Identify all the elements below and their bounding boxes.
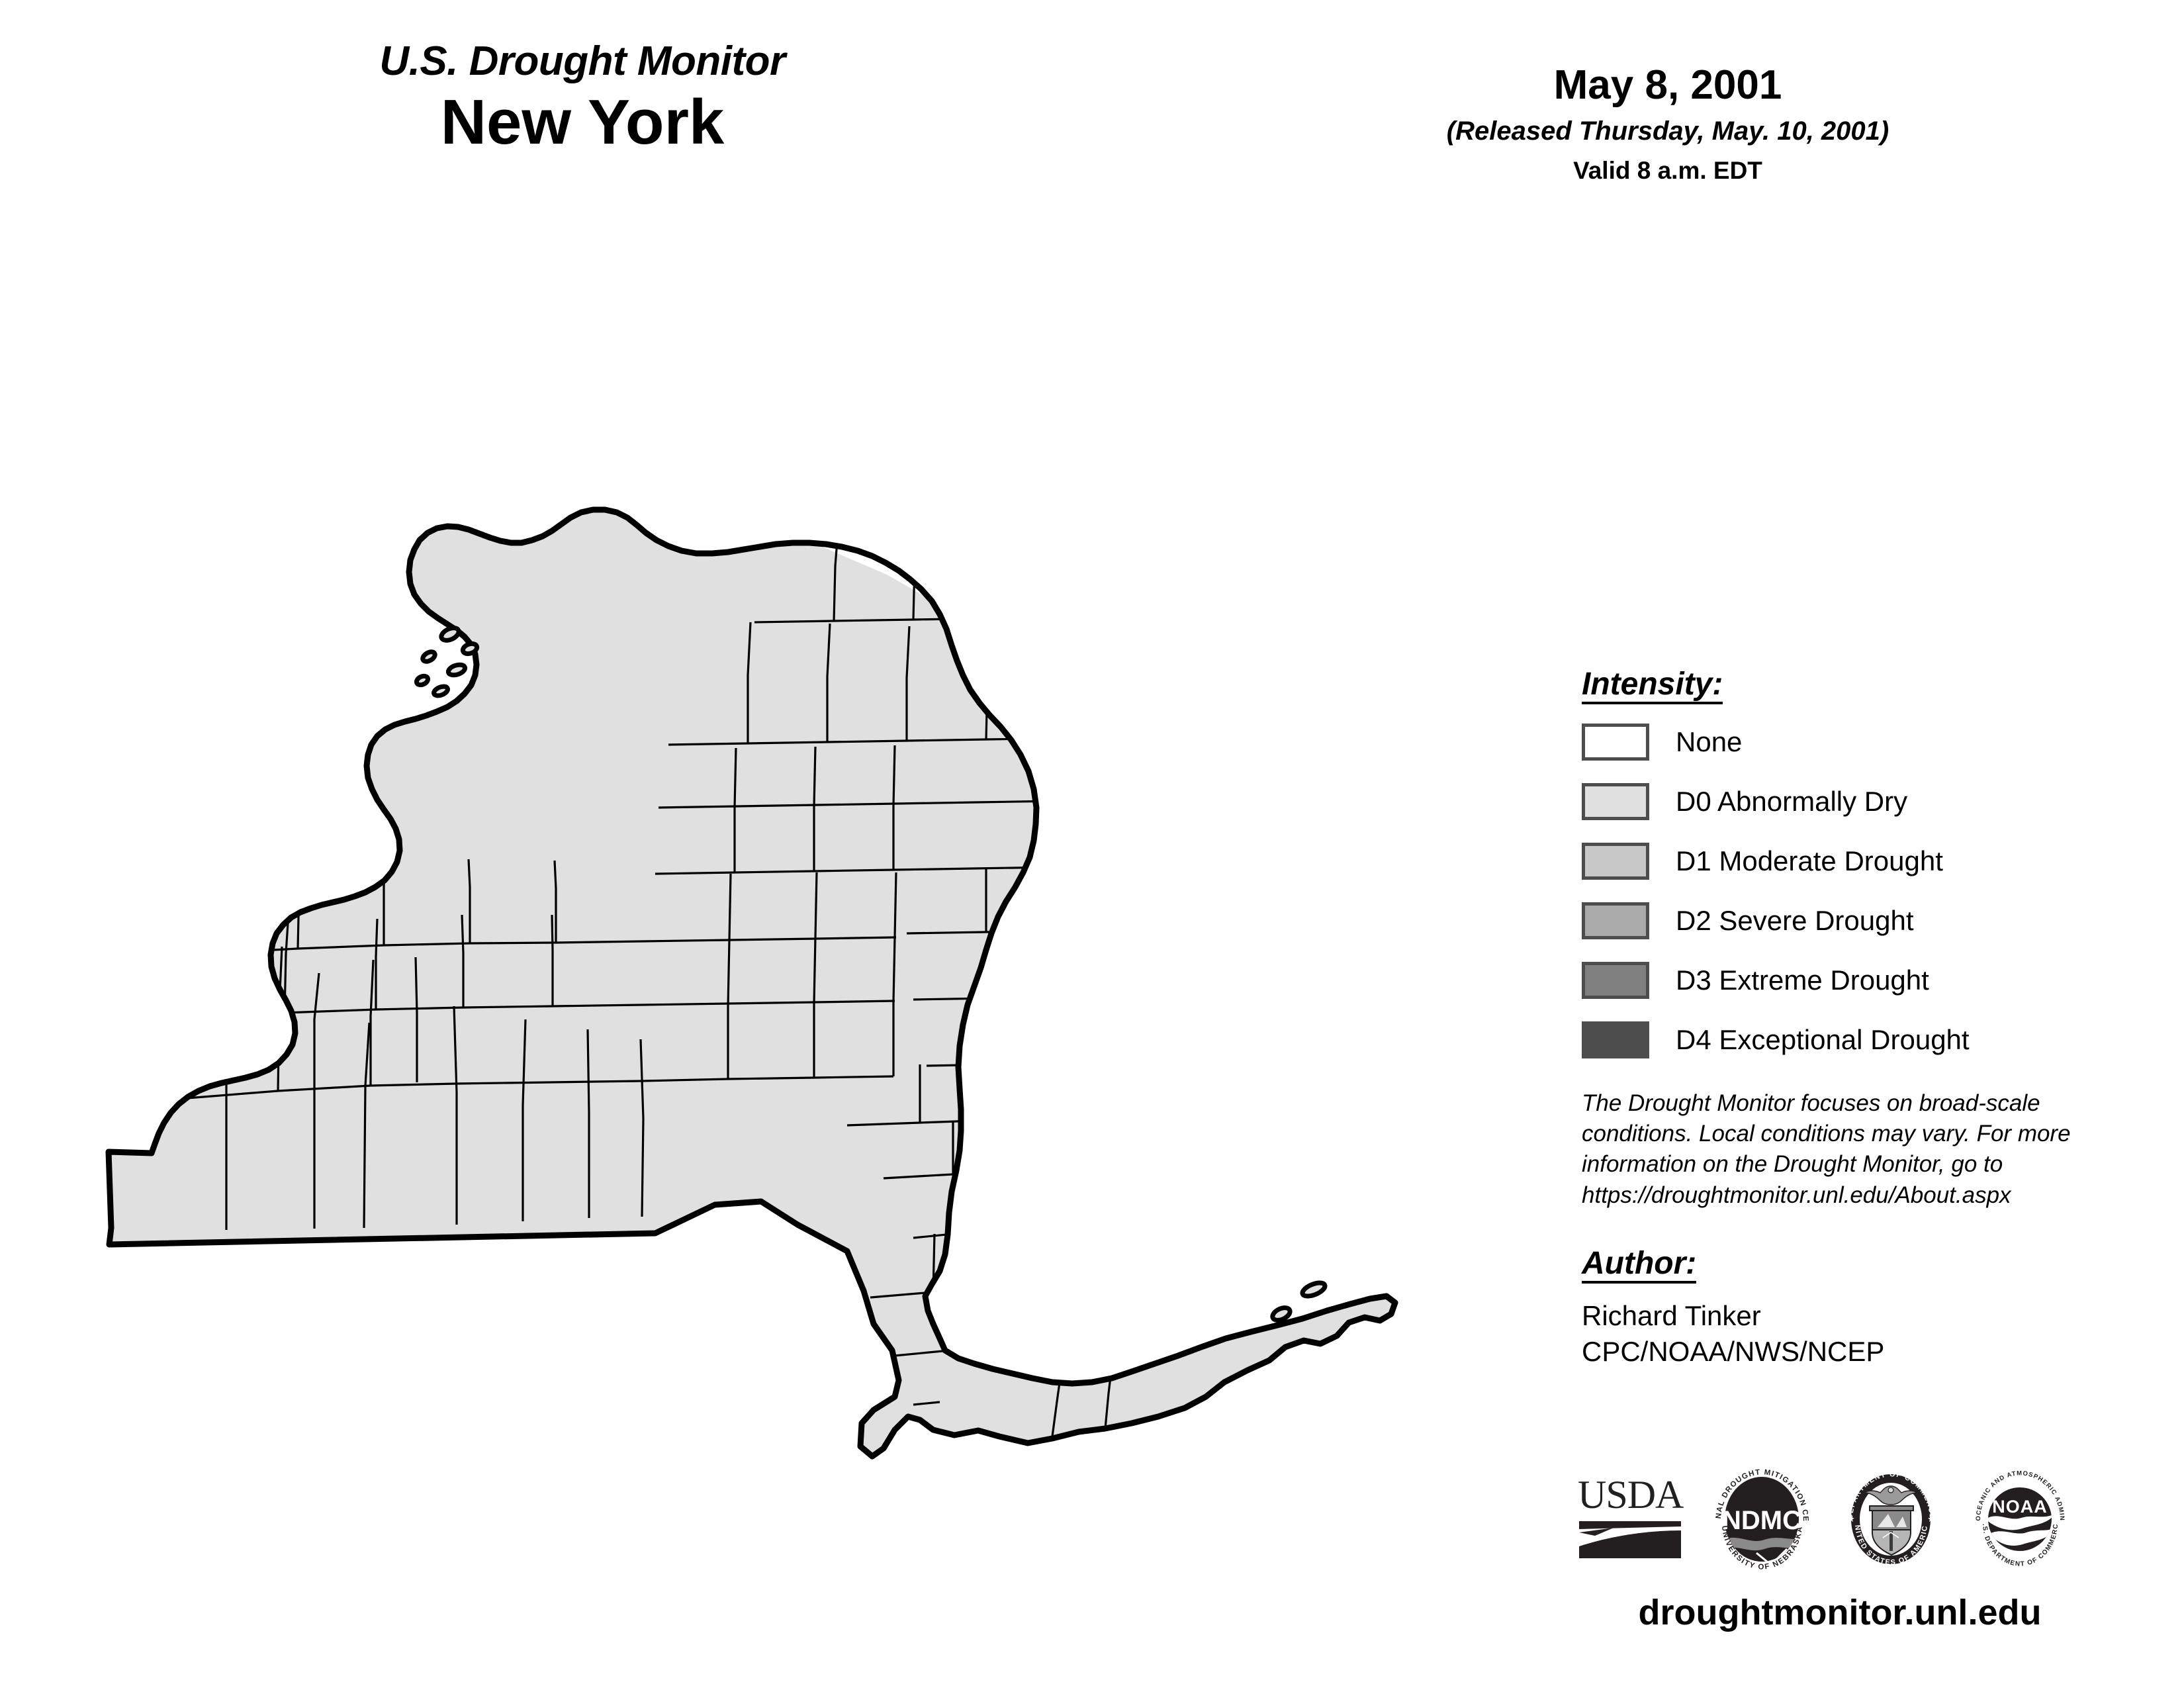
ndmc-logo[interactable]: NDMC NATIONAL DROUGHT MITIGATION CENTER …	[1704, 1457, 1817, 1579]
svg-text:★: ★	[1847, 1514, 1855, 1524]
legend-swatch-d4	[1582, 1021, 1649, 1058]
usda-logo[interactable]: USDA	[1575, 1470, 1688, 1572]
noaa-logo[interactable]: NOAA NATIONAL OCEANIC AND ATMOSPHERIC AD…	[1963, 1458, 2075, 1578]
ndmc-logo-svg: NDMC NATIONAL DROUGHT MITIGATION CENTER …	[1704, 1457, 1809, 1571]
header-date-block: May 8, 2001 (Released Thursday, May. 10,…	[1403, 62, 1933, 186]
legend-label-d3: D3 Extreme Drought	[1676, 964, 1929, 996]
doc-seal-svg: DEPARTMENT OF COMMERCE UNITED STATES OF …	[1833, 1458, 1935, 1567]
released-date: (Released Thursday, May. 10, 2001)	[1446, 117, 1889, 146]
legend-swatch-d2	[1582, 902, 1649, 939]
legend-label-none: None	[1676, 726, 1743, 757]
legend-label-d0: D0 Abnormally Dry	[1676, 786, 1908, 817]
legend-label-d1: D1 Moderate Drought	[1676, 845, 1943, 876]
legend-item-d0[interactable]: D0 Abnormally Dry	[1582, 781, 2164, 822]
legend-panel: Intensity: None D0 Abnormally Dry D1 Mod…	[1582, 669, 2164, 1369]
legend-item-none[interactable]: None	[1582, 722, 2164, 763]
map-islands	[414, 626, 1328, 1323]
state-outline	[105, 506, 1398, 1460]
legend-label-d2: D2 Severe Drought	[1676, 905, 1914, 936]
usda-logo-svg: USDA	[1578, 1473, 1684, 1558]
new-york-drought-map[interactable]	[60, 424, 1502, 1509]
partner-logo-strip: USDA NDMC NATIONAL DROUGHT MITIGATION CE…	[1575, 1456, 2105, 1585]
legend-swatch-d0	[1582, 783, 1649, 820]
disclaimer-text: The Drought Monitor focuses on broad-sca…	[1582, 1090, 2071, 1208]
footer-url[interactable]: droughtmonitor.unl.edu	[1638, 1593, 2042, 1632]
legend-item-d1[interactable]: D1 Moderate Drought	[1582, 841, 2164, 882]
legend-swatch-d1	[1582, 843, 1649, 880]
valid-date: May 8, 2001	[1553, 62, 1782, 108]
legend-label-d4: D4 Exceptional Drought	[1676, 1024, 1970, 1055]
map-svg	[105, 506, 1398, 1460]
legend-item-d3[interactable]: D3 Extreme Drought	[1582, 960, 2164, 1001]
doc-seal-logo[interactable]: DEPARTMENT OF COMMERCE UNITED STATES OF …	[1833, 1458, 1946, 1578]
legend-heading: Intensity:	[1582, 669, 1723, 704]
author-heading: Author:	[1582, 1247, 1697, 1284]
legend-swatch-d3	[1582, 962, 1649, 999]
region-title: New York	[440, 87, 725, 158]
svg-text:NDMC: NDMC	[1722, 1506, 1801, 1535]
author-name: Richard Tinker	[1582, 1299, 1761, 1331]
svg-text:NOAA: NOAA	[1992, 1497, 2048, 1517]
svg-text:USDA: USDA	[1578, 1473, 1684, 1517]
noaa-logo-svg: NOAA NATIONAL OCEANIC AND ATMOSPHERIC AD…	[1963, 1458, 2065, 1568]
valid-time: Valid 8 a.m. EDT	[1573, 157, 1762, 185]
legend-item-d4[interactable]: D4 Exceptional Drought	[1582, 1019, 2164, 1060]
svg-text:★: ★	[1927, 1514, 1935, 1524]
author-affiliation: CPC/NOAA/NWS/NCEP	[1582, 1335, 1885, 1367]
legend-item-d2[interactable]: D2 Severe Drought	[1582, 900, 2164, 941]
page-title: U.S. Drought Monitor	[379, 38, 786, 84]
legend-swatch-none	[1582, 724, 1649, 761]
header-title-block: U.S. Drought Monitor New York	[218, 40, 946, 156]
